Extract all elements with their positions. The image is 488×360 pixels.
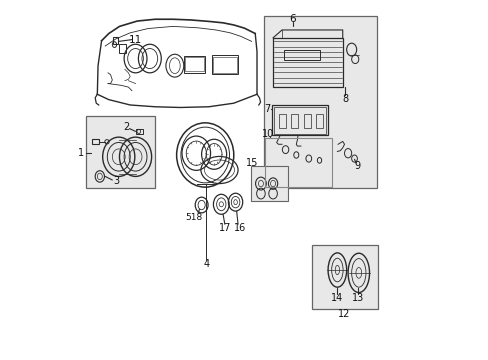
Bar: [290, 114, 298, 128]
Bar: [264, 17, 376, 188]
Bar: [315, 114, 323, 128]
Text: 14: 14: [330, 293, 342, 303]
Bar: [250, 166, 287, 202]
Bar: [113, 37, 118, 44]
Bar: [85, 116, 155, 188]
Text: 17: 17: [218, 223, 230, 233]
Bar: [183, 56, 205, 73]
Text: 8: 8: [342, 94, 347, 104]
Text: 16: 16: [233, 223, 245, 233]
Bar: [283, 50, 319, 60]
Text: 2: 2: [122, 122, 129, 132]
Bar: [119, 44, 125, 53]
Bar: [91, 139, 99, 144]
Bar: [136, 129, 142, 134]
Bar: [272, 38, 342, 87]
Bar: [213, 57, 236, 73]
Text: 9: 9: [353, 161, 359, 171]
Text: 7: 7: [264, 104, 270, 113]
Text: 10: 10: [261, 129, 273, 139]
Text: 4: 4: [203, 259, 209, 269]
Bar: [274, 107, 325, 134]
Bar: [185, 57, 203, 71]
Bar: [303, 114, 310, 128]
Text: 12: 12: [337, 309, 349, 319]
Bar: [211, 55, 238, 74]
Text: 518: 518: [185, 213, 202, 222]
Text: 15: 15: [245, 158, 258, 168]
Bar: [278, 114, 285, 128]
Text: 11: 11: [129, 35, 142, 45]
Text: 6: 6: [289, 14, 295, 24]
Text: 13: 13: [351, 293, 364, 303]
Bar: [272, 105, 327, 135]
Bar: [264, 138, 332, 187]
Text: 1: 1: [78, 148, 84, 158]
Bar: [312, 245, 377, 309]
Text: 3: 3: [113, 176, 120, 186]
